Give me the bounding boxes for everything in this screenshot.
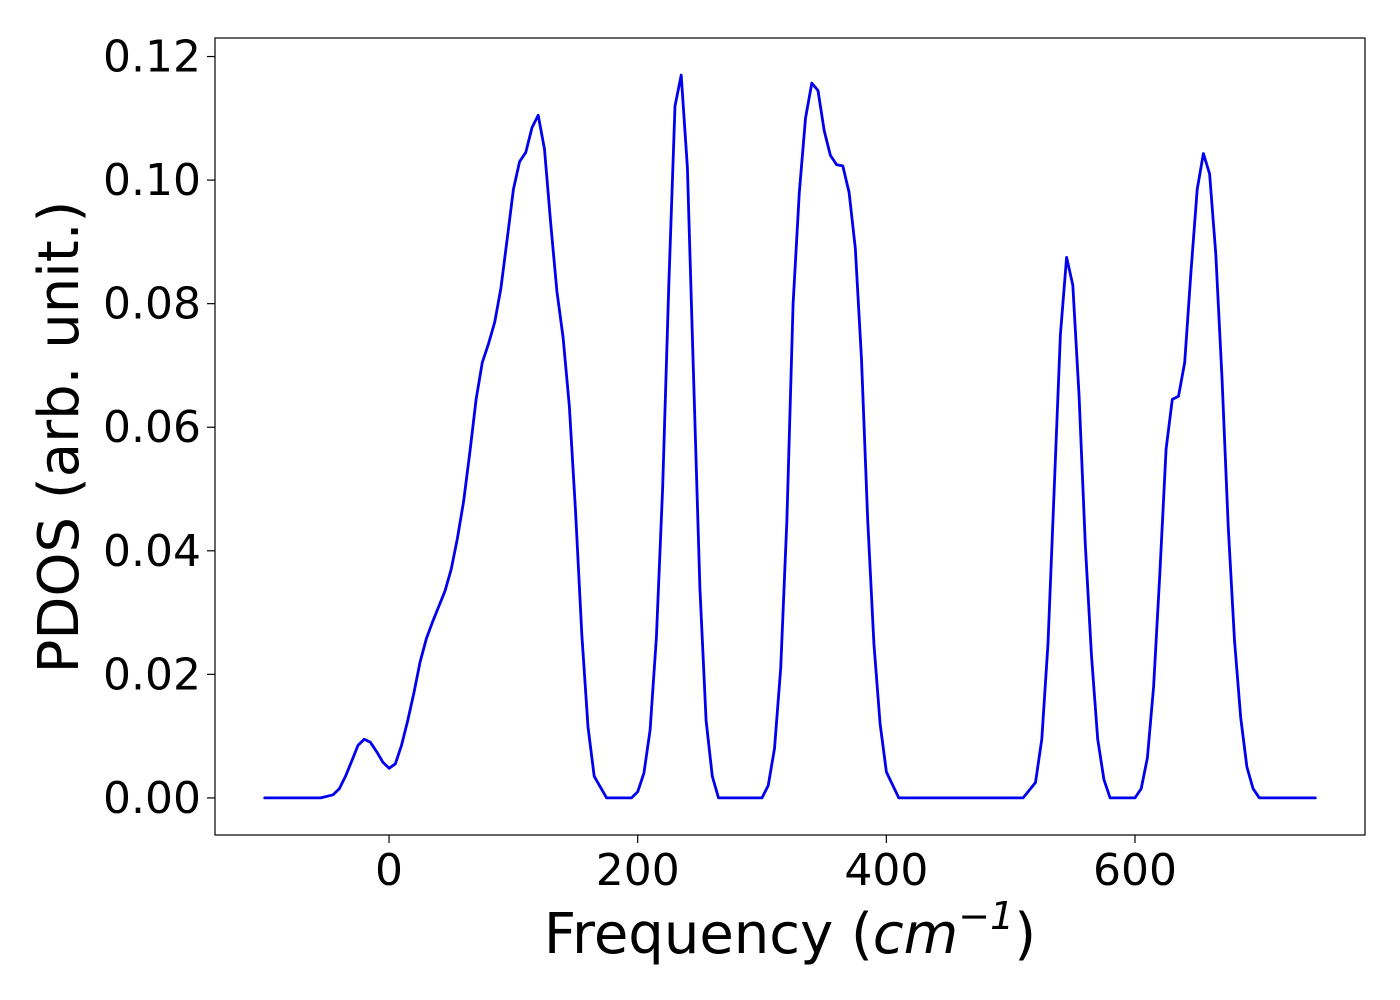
series-line (263, 73, 1317, 800)
x-tick-label: 200 (596, 845, 680, 896)
y-tick-label: 0.10 (103, 155, 201, 206)
x-axis-ticks: 0 200 400 600 (375, 835, 1177, 896)
y-tick-label: 0.04 (103, 526, 201, 577)
x-tick-label: 600 (1093, 845, 1177, 896)
y-tick-label: 0.12 (103, 32, 201, 83)
x-axis-label-unit: cm (873, 902, 958, 967)
plot-frame (214, 37, 1366, 836)
y-tick-label: 0.08 (103, 279, 201, 330)
y-tick-label: 0.00 (103, 773, 201, 824)
x-tick-label: 0 (375, 845, 403, 896)
y-axis-ticks: 0.00 0.02 0.04 0.06 0.08 0.10 0.12 (103, 32, 215, 824)
series-layer (263, 73, 1317, 800)
x-axis-label-text: Frequency ( (544, 902, 873, 967)
y-tick-label: 0.02 (103, 649, 201, 700)
x-axis-label-superscript: −1 (958, 894, 1014, 938)
x-tick-label: 400 (844, 845, 928, 896)
y-axis-label: PDOS (arb. unit.) (27, 201, 92, 674)
x-axis-label-close: ) (1014, 902, 1036, 967)
x-axis-label: Frequency (cm−1) (544, 894, 1036, 967)
y-tick-label: 0.06 (103, 402, 201, 453)
